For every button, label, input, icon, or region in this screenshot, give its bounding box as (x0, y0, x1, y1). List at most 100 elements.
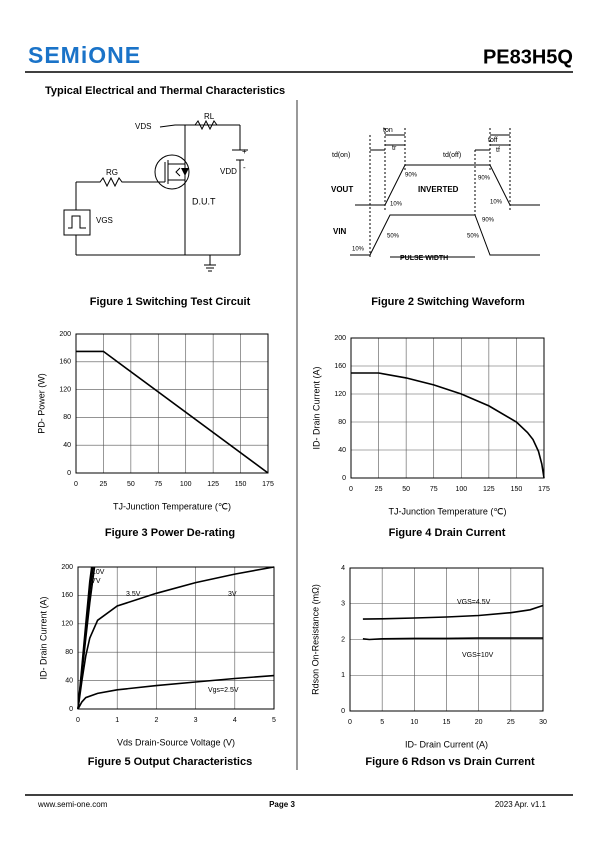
x-tick-label: 0 (348, 719, 352, 726)
footer-version: 2023 Apr. v1.1 (495, 800, 547, 809)
y-tick-label: 0 (342, 475, 346, 482)
series-line (77, 566, 275, 710)
label: 10% (490, 200, 503, 206)
y-tick-label: 120 (61, 621, 73, 628)
part-number: PE83H5Q (483, 46, 573, 68)
x-tick-label: 25 (507, 719, 515, 726)
label: 10% (390, 202, 403, 208)
series-line (351, 372, 545, 479)
y-tick-label: 4 (341, 565, 345, 572)
label: VOUT (331, 185, 353, 194)
x-tick-label: 175 (262, 481, 274, 488)
x-axis-label: TJ-Junction Temperature (℃) (389, 506, 507, 516)
x-tick-label: 5 (380, 719, 384, 726)
label: 90% (478, 176, 491, 182)
y-tick-label: 80 (65, 649, 73, 656)
y-tick-label: 2 (341, 636, 345, 643)
x-tick-label: 25 (375, 486, 383, 493)
y-axis-label: ID- Drain Current (A) (311, 366, 321, 449)
x-tick-label: 5 (272, 717, 276, 724)
label: VIN (333, 227, 347, 236)
label: 90% (405, 173, 418, 179)
footer-website: www.semi-one.com (37, 800, 108, 809)
x-tick-label: 100 (180, 481, 192, 488)
x-tick-label: 125 (483, 486, 495, 493)
series-label: 7V (92, 578, 101, 585)
label: D.U.T (192, 196, 216, 206)
series-line (362, 637, 543, 641)
y-tick-label: 120 (59, 386, 71, 393)
series-line (77, 674, 275, 710)
x-tick-label: 75 (154, 481, 162, 488)
y-tick-label: 80 (63, 414, 71, 421)
series-label: 3V (228, 591, 237, 598)
label: td(on) (332, 152, 350, 159)
series-label: Vgs=2.5V (208, 687, 239, 694)
x-tick-label: 15 (443, 719, 451, 726)
label: + (242, 147, 247, 156)
x-tick-label: 75 (430, 486, 438, 493)
x-tick-label: 175 (538, 486, 550, 493)
logo: SEMiONE (28, 42, 141, 68)
label: RL (204, 112, 215, 121)
label: tr (392, 145, 397, 152)
y-tick-label: 80 (338, 419, 346, 426)
section-title: Typical Electrical and Thermal Character… (45, 85, 285, 97)
y-tick-label: 0 (67, 470, 71, 477)
series-label: 10V (92, 569, 105, 576)
x-tick-label: 0 (76, 717, 80, 724)
y-tick-label: 160 (334, 363, 346, 370)
x-tick-label: 2 (154, 717, 158, 724)
series-line (76, 350, 269, 474)
x-tick-label: 4 (233, 717, 237, 724)
series-label: 3.5V (126, 591, 141, 598)
series-label: VGS=10V (462, 652, 494, 659)
label: VDD (220, 167, 237, 176)
x-tick-label: 50 (402, 486, 410, 493)
y-tick-label: 120 (334, 391, 346, 398)
x-tick-label: 150 (235, 481, 247, 488)
y-tick-label: 40 (63, 442, 71, 449)
y-axis-label: ID- Drain Current (A) (38, 596, 48, 679)
plot-frame (350, 337, 545, 479)
x-axis-label: ID- Drain Current (A) (405, 739, 488, 749)
x-axis-label: Vds Drain-Source Voltage (V) (117, 737, 235, 747)
y-tick-label: 0 (341, 708, 345, 715)
y-tick-label: 200 (61, 564, 73, 571)
figure-caption: Figure 5 Output Characteristics (88, 756, 252, 768)
label: toff (488, 137, 498, 144)
x-tick-label: 3 (194, 717, 198, 724)
y-tick-label: 3 (341, 601, 345, 608)
y-axis-label: Rdson On-Resistance (mΩ) (310, 584, 320, 695)
figure-caption: Figure 3 Power De-rating (105, 527, 235, 539)
footer-page: Page 3 (269, 800, 295, 809)
label: tf (496, 147, 500, 154)
series-label: VGS=4.5V (457, 599, 491, 606)
plot-frame (75, 333, 269, 474)
figure-caption: Figure 2 Switching Waveform (371, 296, 525, 308)
label: 90% (482, 218, 495, 224)
label: 50% (467, 234, 480, 240)
figure-caption: Figure 4 Drain Current (389, 527, 506, 539)
series-line (362, 604, 544, 620)
x-tick-label: 25 (100, 481, 108, 488)
label: 10% (352, 247, 365, 253)
waveform: td(on) ton tr td(off) toff tf VOUT VIN I… (331, 127, 540, 262)
label: - (243, 163, 246, 172)
x-tick-label: 150 (511, 486, 523, 493)
label: VGS (96, 216, 113, 225)
x-tick-label: 125 (207, 481, 219, 488)
label: INVERTED (418, 185, 459, 194)
plot-frame (349, 567, 544, 712)
figure-caption: Figure 1 Switching Test Circuit (90, 296, 251, 308)
y-tick-label: 1 (341, 672, 345, 679)
y-tick-label: 40 (338, 447, 346, 454)
schematic: VDS RL RG VGS VDD D.U.T + - (63, 112, 248, 272)
y-tick-label: 40 (65, 677, 73, 684)
label: 50% (387, 234, 400, 240)
x-tick-label: 50 (127, 481, 135, 488)
y-axis-label: PD- Power (W) (36, 373, 46, 434)
x-tick-label: 100 (455, 486, 467, 493)
plot-frame (77, 566, 275, 710)
